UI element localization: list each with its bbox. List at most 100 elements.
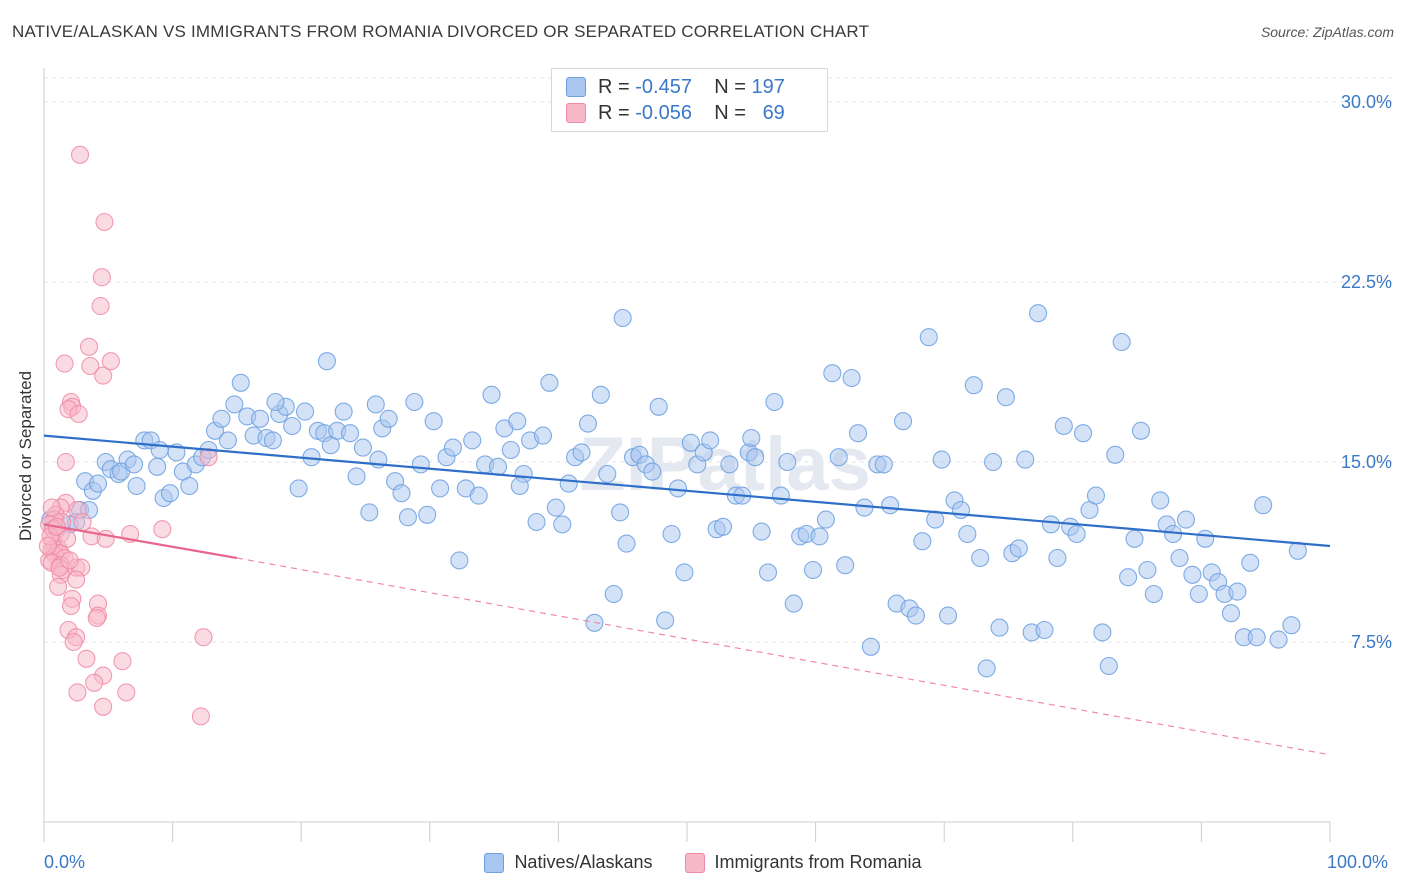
legend-r-value: -0.056	[635, 101, 692, 124]
swatch-natives	[484, 852, 505, 873]
data-point	[418, 505, 437, 524]
data-point	[1170, 548, 1189, 568]
legend-item-romania: Immigrants from Romania	[684, 852, 922, 873]
data-point	[194, 628, 213, 647]
data-point	[347, 467, 366, 486]
data-point	[38, 536, 57, 556]
data-point	[1183, 565, 1202, 584]
data-point	[450, 551, 469, 570]
data-point	[1054, 416, 1073, 436]
data-point	[334, 402, 353, 421]
chart-title: NATIVE/ALASKAN VS IMMIGRANTS FROM ROMANI…	[12, 22, 870, 41]
data-point	[810, 527, 829, 546]
y-tick-label: 30.0%	[1341, 92, 1392, 112]
data-point	[1144, 584, 1163, 604]
legend-label-romania: Immigrants from Romania	[714, 852, 922, 872]
data-point	[317, 352, 336, 371]
source-label: Source: ZipAtlas.com	[1260, 24, 1394, 40]
data-point	[61, 596, 81, 616]
data-point	[124, 455, 144, 474]
data-point	[87, 608, 106, 628]
data-point	[266, 392, 285, 412]
data-point	[598, 464, 617, 484]
data-point	[113, 652, 132, 671]
data-point	[758, 563, 778, 582]
trend-layer	[43, 434, 1331, 756]
data-point	[1247, 628, 1266, 647]
data-point	[713, 517, 733, 536]
data-point	[218, 431, 237, 450]
data-point	[681, 433, 700, 452]
data-point	[533, 426, 553, 445]
data-point	[148, 457, 167, 476]
y-axis-title: Divorced or Separated	[16, 370, 35, 542]
data-point	[353, 438, 372, 457]
data-point	[784, 594, 803, 613]
data-point	[160, 484, 180, 503]
data-point	[56, 452, 75, 472]
legend-row-romania: R = -0.056 N = 69	[566, 101, 785, 125]
data-point	[463, 431, 482, 450]
data-point	[73, 512, 92, 532]
x-max-label: 100.0%	[1327, 852, 1389, 872]
data-point	[55, 354, 74, 373]
data-point	[578, 414, 598, 433]
axes: 7.5% 15.0% 22.5% 30.0%	[43, 68, 1392, 842]
data-point	[1041, 515, 1060, 534]
data-point	[49, 577, 68, 596]
data-point	[469, 486, 488, 505]
trend-line	[43, 523, 238, 560]
data-point	[823, 364, 842, 383]
data-point	[803, 560, 823, 580]
data-point	[893, 412, 913, 431]
series-natives	[41, 304, 1307, 678]
data-point	[488, 457, 508, 476]
legend-n-label: N =	[714, 75, 746, 98]
data-point	[1093, 623, 1112, 642]
x-min-label: 0.0%	[44, 852, 86, 872]
data-point	[424, 412, 443, 431]
data-point	[60, 551, 79, 570]
data-point	[1029, 304, 1048, 323]
data-point	[553, 515, 572, 534]
series-legend: Natives/Alaskans Immigrants from Romania	[0, 852, 1406, 873]
data-point	[1086, 486, 1105, 505]
data-point	[1099, 656, 1118, 676]
data-point	[296, 402, 315, 421]
data-point	[85, 673, 104, 692]
trend-line-extension	[236, 557, 1331, 756]
data-point	[591, 385, 610, 404]
data-point	[68, 683, 87, 702]
data-point	[1282, 616, 1301, 635]
data-point	[1048, 548, 1067, 568]
data-point	[527, 512, 546, 532]
data-point	[94, 366, 113, 385]
data-point	[58, 529, 77, 548]
legend-r-value: -0.457	[635, 75, 692, 98]
data-point	[906, 606, 925, 625]
data-point	[1125, 529, 1144, 548]
data-point	[701, 431, 720, 450]
data-point	[231, 373, 250, 392]
data-point	[746, 448, 765, 467]
data-point	[212, 409, 231, 428]
data-point	[250, 409, 270, 428]
legend-label-natives: Natives/Alaskans	[514, 852, 653, 872]
data-point	[1241, 553, 1260, 572]
data-point	[289, 479, 308, 498]
data-point	[69, 404, 88, 424]
data-point	[392, 484, 411, 503]
series-romania	[38, 145, 218, 726]
data-point	[611, 503, 630, 522]
data-point	[617, 534, 636, 553]
data-point	[101, 352, 120, 371]
data-point	[742, 428, 761, 448]
data-point	[1074, 424, 1093, 443]
data-point	[153, 520, 172, 539]
data-point	[1112, 332, 1131, 352]
data-point	[405, 392, 424, 412]
legend-r-label: R =	[598, 75, 630, 98]
data-point	[443, 438, 462, 457]
legend-row-natives: R = -0.457 N = 197	[566, 75, 785, 99]
